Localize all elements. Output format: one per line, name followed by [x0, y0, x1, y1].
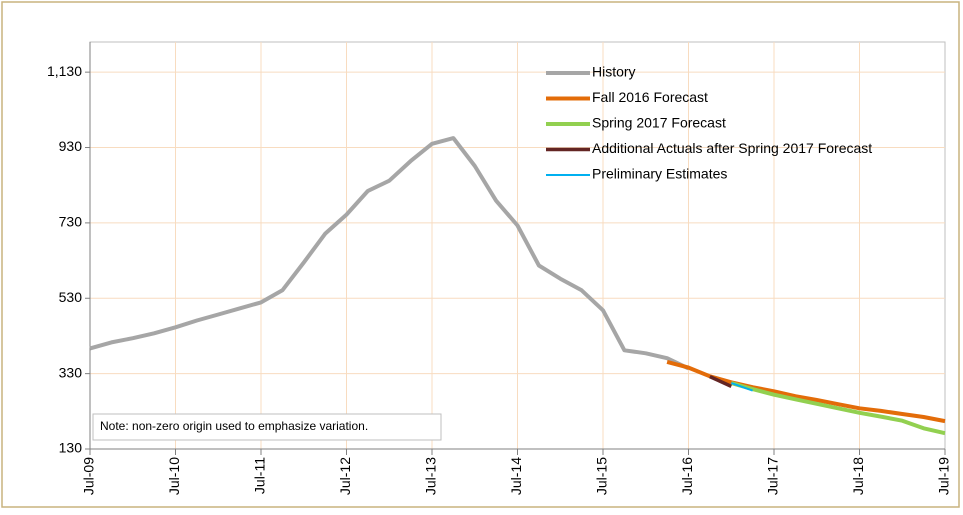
legend-label: Additional Actuals after Spring 2017 For… — [592, 140, 872, 156]
y-tick-label: 1,130 — [47, 63, 82, 79]
y-tick-label: 730 — [59, 214, 83, 230]
x-tick-label: Jul-14 — [508, 457, 524, 495]
y-tick-label: 930 — [59, 138, 83, 154]
x-tick-label: Jul-18 — [850, 457, 866, 495]
legend-label: History — [592, 64, 636, 80]
x-tick-label: Jul-13 — [423, 457, 439, 495]
x-tick-label: Jul-11 — [252, 457, 268, 494]
legend-label: Preliminary Estimates — [592, 166, 727, 182]
x-tick-label: Jul-16 — [679, 457, 695, 495]
x-tick-label: Jul-12 — [337, 457, 353, 495]
series-line — [89, 136, 690, 371]
series-line — [730, 382, 753, 392]
series-line — [709, 375, 733, 388]
x-tick-label: Jul-19 — [936, 457, 952, 495]
x-tick-label: Jul-15 — [594, 457, 610, 495]
note-box — [92, 413, 442, 441]
x-tick-label: Jul-10 — [166, 457, 182, 495]
annotation: Note: non-zero origin used to emphasize … — [100, 419, 368, 433]
x-tick-label: Jul-09 — [81, 457, 97, 495]
y-tick-label: 330 — [59, 364, 83, 380]
x-tick-label: Jul-17 — [765, 457, 781, 495]
legend-label: Fall 2016 Forecast — [592, 89, 708, 105]
y-tick-label: 130 — [59, 440, 83, 456]
legend-label: Spring 2017 Forecast — [592, 115, 726, 131]
series-line — [730, 381, 946, 436]
legend: History Fall 2016 Forecast Spring 2017 For… — [546, 64, 872, 182]
y-tick-label: 530 — [59, 289, 83, 305]
